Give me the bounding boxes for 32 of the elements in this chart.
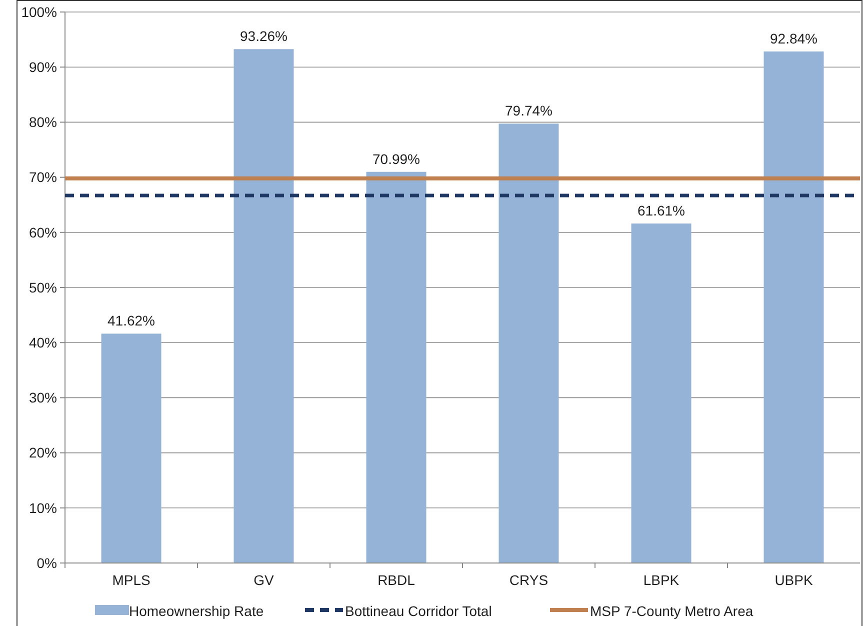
y-tick-label: 20% <box>28 444 57 461</box>
bar <box>101 334 162 563</box>
data-label: 61.61% <box>638 202 685 219</box>
x-tick-label: UBPK <box>774 572 814 588</box>
y-tick-label: 0% <box>36 554 57 571</box>
data-label: 93.26% <box>240 28 288 44</box>
y-tick-label: 40% <box>28 334 57 350</box>
legend-label: Homeownership Rate <box>129 603 264 619</box>
bar <box>631 224 692 563</box>
x-tick-label: GV <box>254 572 275 588</box>
y-tick-label: 10% <box>28 500 57 516</box>
y-tick-label: 60% <box>28 224 57 240</box>
y-tick-label: 90% <box>28 59 57 75</box>
y-tick-label: 50% <box>28 279 57 296</box>
bar <box>366 172 426 563</box>
bar <box>498 124 559 563</box>
y-tick-label: 30% <box>28 390 57 406</box>
data-label: 92.84% <box>770 30 818 46</box>
data-label: 79.74% <box>505 102 552 119</box>
bar <box>764 51 824 563</box>
x-tick-label: CRYS <box>509 572 548 588</box>
x-tick-label: RBDL <box>378 572 416 588</box>
legend-label: Bottineau Corridor Total <box>345 603 492 619</box>
y-tick-label: 70% <box>28 169 57 186</box>
x-tick-label: MPLS <box>112 572 150 588</box>
y-tick-label: 100% <box>21 4 57 20</box>
legend-label: MSP 7-County Metro Area <box>590 603 754 619</box>
data-label: 41.62% <box>108 312 155 329</box>
x-tick-label: LBPK <box>643 572 680 588</box>
bar <box>234 49 294 563</box>
y-tick-label: 80% <box>28 114 57 130</box>
data-label: 70.99% <box>372 150 420 167</box>
